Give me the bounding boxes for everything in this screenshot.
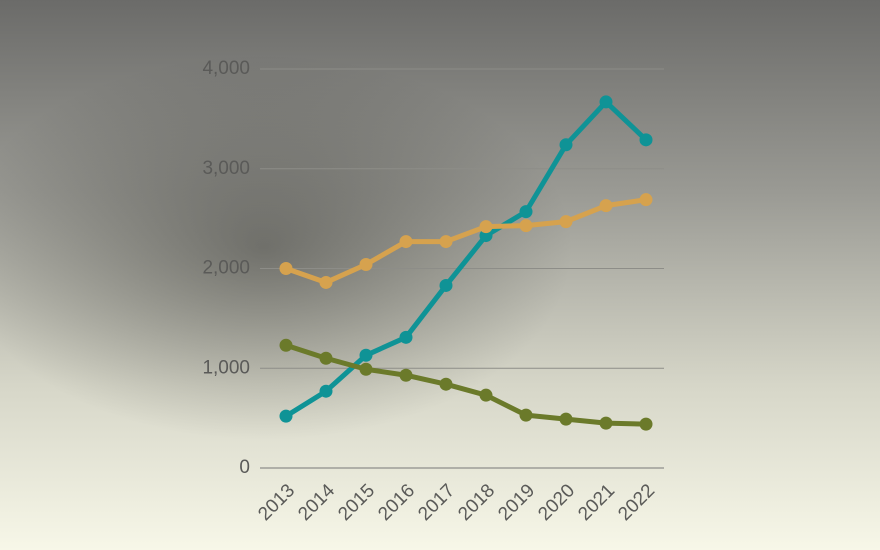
point (599, 416, 613, 430)
point (479, 229, 493, 243)
point (559, 412, 573, 426)
point (479, 220, 493, 234)
point (399, 368, 413, 382)
point (639, 133, 653, 147)
point (359, 348, 373, 362)
point (399, 330, 413, 344)
line (285, 197, 647, 285)
y-tick-label: 0 (239, 457, 250, 478)
y-tick-label: 4,000 (202, 58, 250, 79)
point (519, 408, 533, 422)
point (599, 199, 613, 213)
point (279, 409, 293, 423)
point (519, 219, 533, 233)
point (559, 138, 573, 152)
point (319, 351, 333, 365)
point (279, 338, 293, 352)
line (284, 99, 648, 419)
point (359, 258, 373, 272)
y-tick-label: 1,000 (202, 357, 250, 378)
point (479, 388, 493, 402)
point (639, 193, 653, 207)
y-tick-label: 3,000 (202, 158, 250, 179)
point (319, 384, 333, 398)
point (399, 235, 413, 249)
point (559, 215, 573, 229)
point (319, 275, 333, 289)
point (279, 262, 293, 275)
point (519, 205, 533, 219)
line (285, 342, 647, 427)
y-tick-label: 2,000 (202, 258, 250, 279)
point (599, 95, 613, 109)
point (439, 278, 453, 292)
point (439, 377, 453, 391)
point (439, 235, 453, 249)
point (639, 417, 653, 431)
point (359, 362, 373, 376)
